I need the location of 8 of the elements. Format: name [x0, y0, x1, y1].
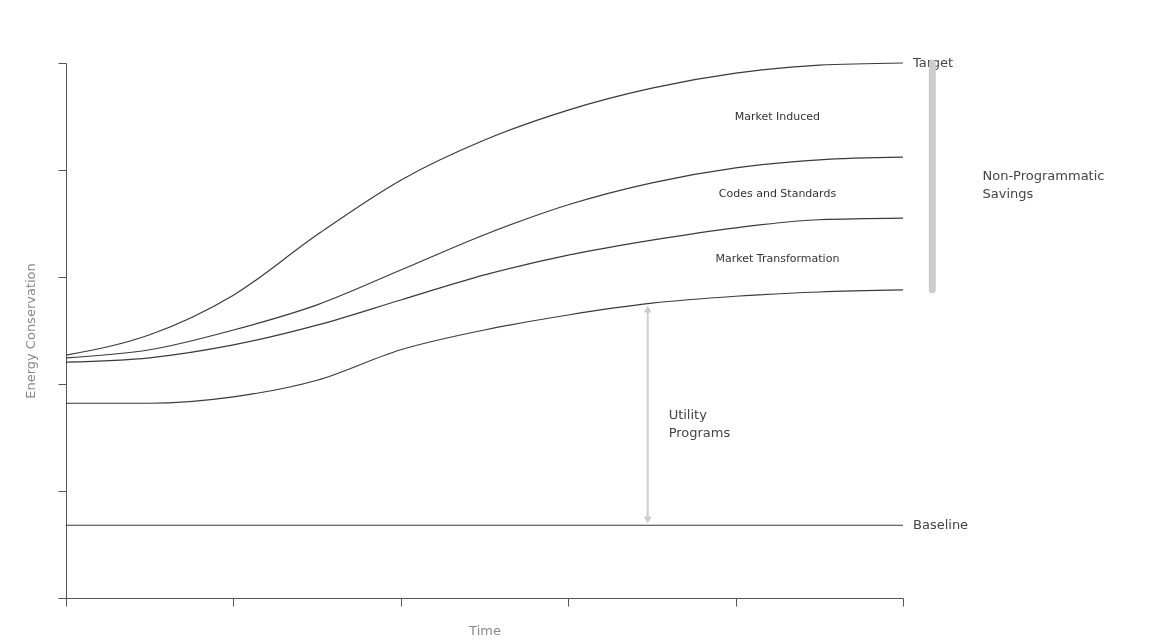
x-axis-title: Time [468, 623, 501, 638]
annotation: Codes and Standards [718, 186, 837, 200]
annotation: Market Transformation [715, 251, 840, 265]
annotation: Market Induced [734, 109, 821, 123]
y-axis-title: Energy Conservation [23, 263, 38, 399]
series-label: Baseline [913, 517, 969, 533]
annotation: Utility Programs [668, 406, 731, 440]
text: Non-Programmatic Savings [982, 168, 1105, 202]
